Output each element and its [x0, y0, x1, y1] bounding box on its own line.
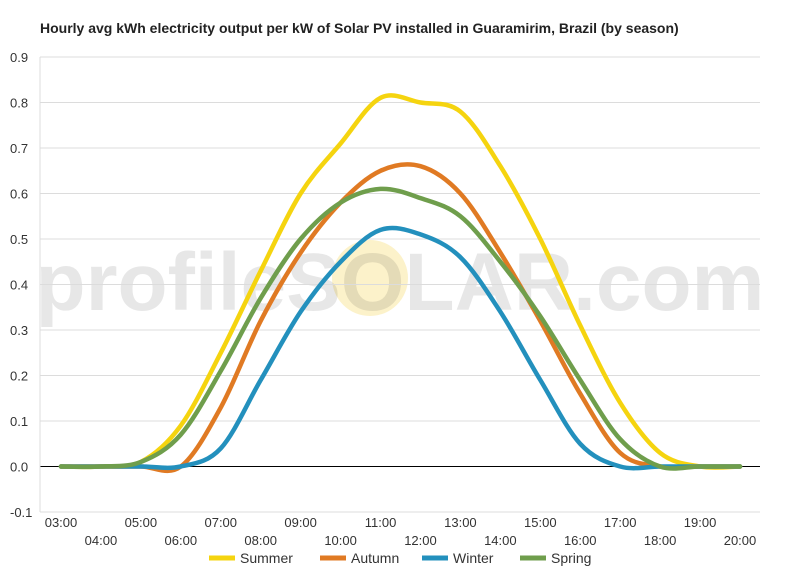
series-lines — [58, 93, 743, 474]
x-tick-label: 18:00 — [644, 533, 677, 548]
y-tick-label: 0.1 — [10, 414, 28, 429]
x-tick-label: 10:00 — [324, 533, 357, 548]
grid — [39, 56, 760, 513]
x-tick-label: 05:00 — [125, 515, 158, 530]
x-tick-label: 20:00 — [724, 533, 757, 548]
series-line-winter — [58, 225, 743, 471]
legend-label-spring: Spring — [551, 550, 591, 566]
x-tick-label: 06:00 — [165, 533, 198, 548]
y-tick-label: -0.1 — [10, 505, 32, 520]
chart-title: Hourly avg kWh electricity output per kW… — [40, 20, 679, 36]
x-tick-label: 15:00 — [524, 515, 557, 530]
legend-label-winter: Winter — [453, 550, 494, 566]
x-tick-label: 07:00 — [204, 515, 237, 530]
x-tick-label: 16:00 — [564, 533, 597, 548]
y-tick-label: 0.8 — [10, 96, 28, 111]
x-tick-label: 19:00 — [684, 515, 717, 530]
y-tick-label: 0.2 — [10, 369, 28, 384]
series-line-summer — [58, 93, 743, 470]
x-tick-label: 04:00 — [85, 533, 118, 548]
x-axis: 03:00 04:00 05:00 06:00 07:00 08:00 09:00 10:00… — [45, 515, 757, 548]
legend: Summer Autumn Winter Spring — [209, 550, 591, 566]
x-tick-label: 09:00 — [284, 515, 317, 530]
y-tick-label: 0.9 — [10, 50, 28, 65]
series-line-spring — [58, 186, 743, 471]
y-tick-label: 0.5 — [10, 232, 28, 247]
watermark: profileSOLAR.com — [36, 237, 765, 328]
watermark-sun — [332, 240, 408, 316]
watermark-text: profileSOLAR.com — [36, 237, 765, 328]
y-tick-label: 0.4 — [10, 278, 28, 293]
legend-label-summer: Summer — [240, 550, 293, 566]
legend-label-autumn: Autumn — [351, 550, 399, 566]
y-tick-label: 0.6 — [10, 187, 28, 202]
x-tick-label: 17:00 — [604, 515, 637, 530]
y-axis: -0.1 0.0 0.1 0.2 0.3 0.4 0.5 0.6 0.7 0.8 0.9 — [10, 50, 32, 520]
x-tick-label: 11:00 — [365, 515, 397, 530]
x-tick-label: 08:00 — [244, 533, 277, 548]
y-tick-label: 0.7 — [10, 141, 28, 156]
x-tick-label: 12:00 — [404, 533, 437, 548]
x-tick-label: 03:00 — [45, 515, 78, 530]
y-tick-label: 0.3 — [10, 323, 28, 338]
x-tick-label: 13:00 — [444, 515, 477, 530]
y-tick-label: 0.0 — [10, 460, 28, 475]
x-tick-label: 14:00 — [484, 533, 517, 548]
